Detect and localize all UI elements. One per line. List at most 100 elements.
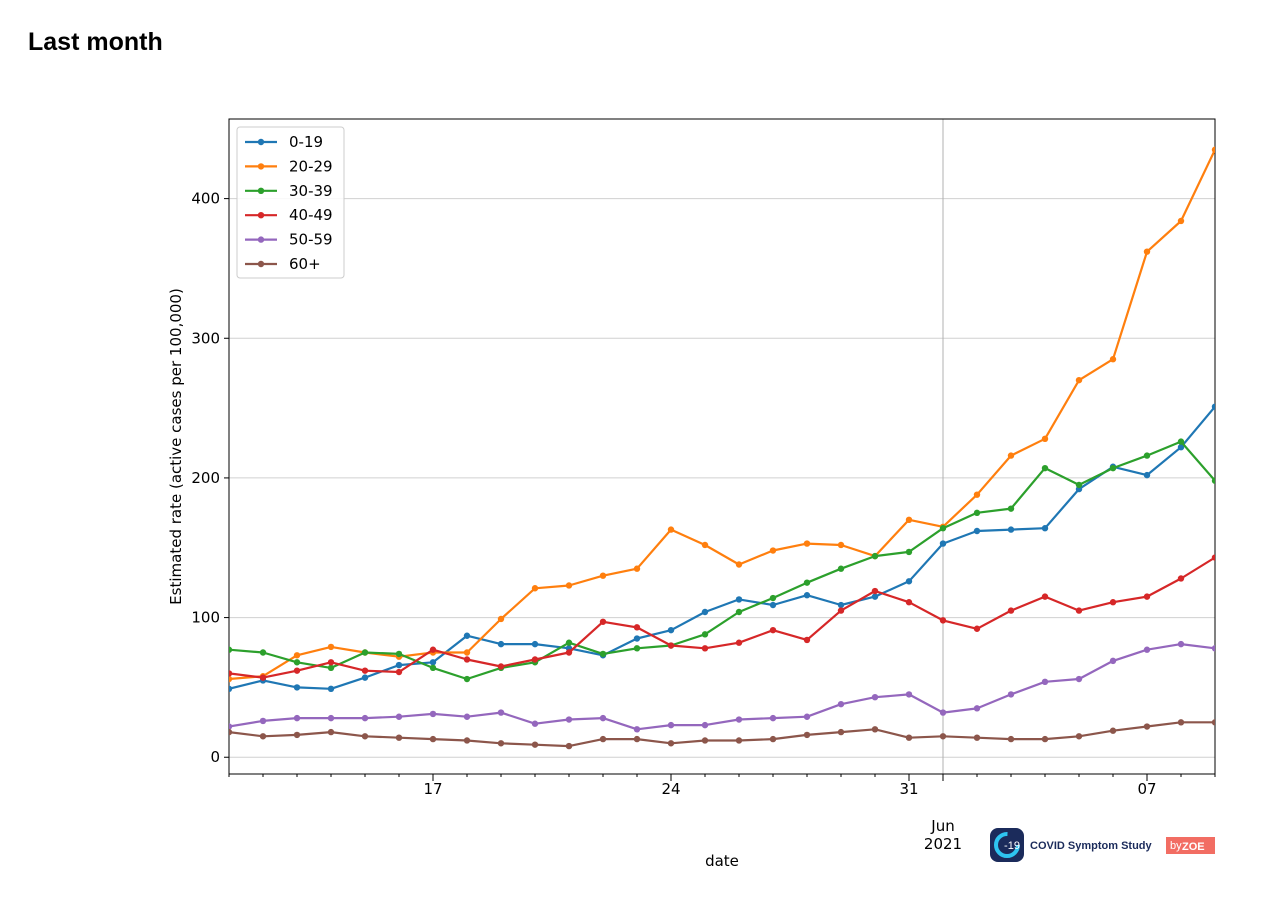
data-point-0-19 — [735, 596, 743, 603]
data-point-20-29 — [769, 547, 777, 554]
data-point-0-19 — [769, 601, 777, 609]
data-point-40-49 — [1109, 599, 1117, 606]
data-point-50-59 — [327, 714, 335, 722]
data-point-30-39 — [229, 646, 233, 653]
data-point-50-59 — [1211, 645, 1215, 652]
data-point-20-29 — [1041, 435, 1049, 443]
data-point-40-49 — [1041, 593, 1049, 600]
data-point-0-19 — [531, 640, 539, 648]
data-point-40-49 — [871, 587, 879, 595]
data-point-20-29 — [667, 526, 675, 533]
data-point-60+ — [395, 734, 403, 741]
data-point-60+ — [599, 735, 607, 743]
data-point-30-39 — [905, 548, 913, 556]
legend-label-20-29: 20-29 — [289, 157, 333, 175]
data-point-0-19 — [1007, 526, 1015, 533]
data-point-40-49 — [973, 625, 981, 632]
data-point-20-29 — [327, 643, 335, 651]
data-point-50-59 — [769, 714, 777, 722]
data-point-40-49 — [395, 668, 403, 676]
series-line-60+ — [229, 721, 1215, 748]
data-point-20-29 — [1007, 452, 1015, 459]
data-point-20-29 — [1109, 356, 1117, 363]
data-point-40-49 — [531, 656, 539, 663]
data-point-50-59 — [497, 709, 505, 716]
data-point-30-39 — [395, 650, 403, 658]
data-point-20-29 — [837, 541, 845, 549]
data-point-40-49 — [667, 642, 675, 649]
data-point-30-39 — [327, 664, 335, 672]
data-point-0-19 — [905, 578, 913, 585]
data-point-60+ — [837, 728, 845, 736]
legend-label-30-39: 30-39 — [289, 182, 333, 200]
data-point-30-39 — [1007, 505, 1015, 512]
data-point-50-59 — [905, 691, 913, 698]
data-point-60+ — [565, 742, 573, 750]
data-point-20-29 — [599, 572, 607, 579]
data-point-50-59 — [1007, 691, 1015, 698]
data-point-60+ — [1177, 719, 1185, 726]
data-point-20-29 — [497, 615, 505, 623]
data-point-20-29 — [735, 561, 743, 568]
data-point-40-49 — [633, 624, 641, 631]
data-point-60+ — [905, 734, 913, 741]
data-point-50-59 — [803, 713, 811, 720]
data-point-20-29 — [1143, 248, 1151, 255]
data-point-20-29 — [1177, 217, 1185, 225]
data-point-30-39 — [1109, 464, 1117, 472]
logo-badge-text: -19 — [1004, 840, 1020, 852]
data-point-30-39 — [1211, 477, 1215, 484]
data-point-20-29 — [633, 565, 641, 572]
data-point-30-39 — [259, 649, 267, 656]
data-point-40-49 — [905, 599, 913, 606]
data-point-0-19 — [361, 674, 369, 681]
series-0-19 — [229, 403, 1215, 693]
data-point-60+ — [1041, 735, 1049, 743]
legend-marker-40-49 — [257, 212, 265, 219]
data-point-50-59 — [1143, 646, 1151, 653]
zoe-by-text: by — [1170, 840, 1182, 852]
x-month-label: Jun — [930, 817, 954, 835]
data-point-60+ — [803, 731, 811, 739]
data-point-0-19 — [939, 540, 947, 547]
data-point-50-59 — [463, 713, 471, 720]
data-point-60+ — [463, 737, 471, 744]
y-tick-label: 200 — [191, 469, 220, 487]
data-point-60+ — [229, 728, 233, 736]
data-point-0-19 — [1177, 443, 1185, 451]
data-point-20-29 — [229, 675, 233, 683]
data-point-30-39 — [939, 525, 947, 532]
data-point-0-19 — [803, 592, 811, 599]
data-point-60+ — [667, 740, 675, 747]
data-point-40-49 — [259, 674, 267, 681]
data-point-40-49 — [735, 639, 743, 646]
data-point-50-59 — [667, 721, 675, 729]
data-point-40-49 — [429, 646, 437, 653]
data-point-60+ — [871, 726, 879, 733]
data-point-30-39 — [429, 664, 437, 672]
data-point-60+ — [735, 737, 743, 744]
y-tick-label: 300 — [191, 329, 220, 347]
data-point-50-59 — [1177, 640, 1185, 648]
legend-label-40-49: 40-49 — [289, 206, 333, 224]
data-point-60+ — [1109, 727, 1117, 734]
zoe-brand-text: ZOE — [1182, 841, 1205, 853]
legend-marker-60+ — [257, 260, 265, 268]
zoe-badge — [1166, 837, 1215, 854]
data-point-30-39 — [599, 650, 607, 658]
data-point-30-39 — [361, 649, 369, 656]
covid-symptom-study-logo: -19 COVID Symptom Study by ZOE — [990, 828, 1215, 862]
series-40-49 — [229, 554, 1215, 681]
data-point-0-19 — [429, 659, 437, 666]
data-point-30-39 — [871, 552, 879, 560]
data-point-50-59 — [1109, 657, 1117, 665]
data-point-40-49 — [701, 645, 709, 652]
data-point-30-39 — [1177, 438, 1185, 445]
data-point-30-39 — [293, 659, 301, 666]
data-point-50-59 — [973, 705, 981, 712]
data-point-50-59 — [293, 714, 301, 722]
logo-ring-icon — [994, 832, 1020, 858]
data-point-60+ — [1007, 735, 1015, 743]
data-point-40-49 — [1143, 593, 1151, 600]
series-50-59 — [229, 640, 1215, 733]
